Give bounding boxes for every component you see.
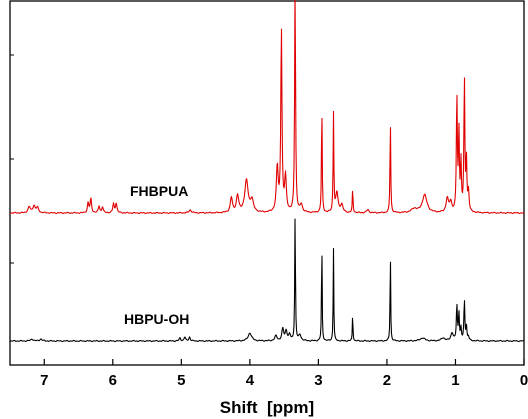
x-tick-label: 2 (383, 372, 391, 389)
series-line-fhbpua (9, 0, 525, 215)
x-tick-label: 7 (40, 372, 48, 389)
x-axis-ticks: 7 6 5 4 3 2 1 0 (40, 359, 528, 389)
x-tick-label: 0 (520, 372, 528, 389)
plot-frame (9, 0, 525, 366)
left-axis-ticks (10, 54, 14, 264)
series-label-fhbpua: FHBPUA (130, 183, 188, 199)
series-label-hbpu-oh: HBPU-OH (124, 311, 189, 327)
x-axis-title: Shift [ppm] (220, 398, 314, 417)
x-tick-label: 1 (451, 372, 459, 389)
x-tick-label: 5 (177, 372, 185, 389)
x-tick-label: 3 (314, 372, 322, 389)
spectra (9, 0, 525, 343)
x-tick-label: 6 (109, 372, 117, 389)
x-tick-label: 4 (246, 372, 255, 389)
series-line-hbpu-oh (9, 218, 525, 343)
